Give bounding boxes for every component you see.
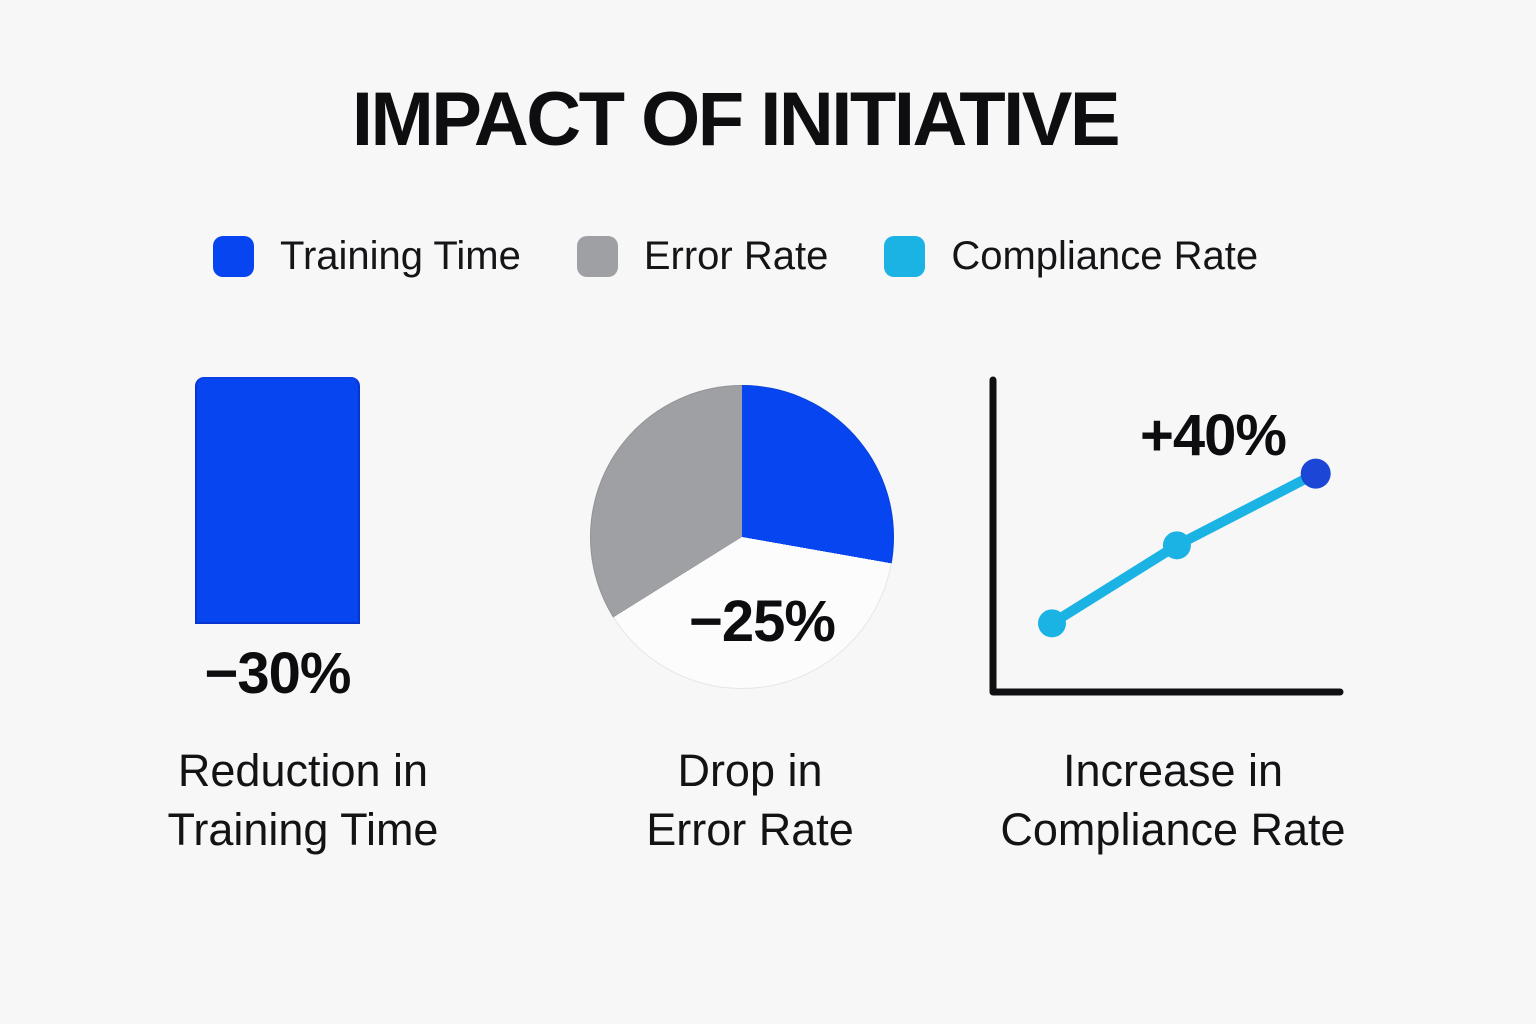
axes (989, 376, 1344, 696)
legend: Training Time Error Rate Compliance Rate (213, 234, 1258, 279)
line-caption-line1: Increase in (1062, 745, 1284, 796)
legend-label: Training Time (280, 234, 521, 278)
line-caption-line2: Compliance Rate (1000, 803, 1346, 855)
compliance-rate-swatch-icon (884, 236, 926, 277)
pie-caption-line1: Drop in (677, 745, 823, 796)
pie-caption: Drop in Error Rate (550, 742, 950, 859)
legend-item-error-rate: Error Rate (576, 234, 829, 279)
line-value-label: +40% (1140, 403, 1287, 468)
legend-label: Error Rate (643, 234, 829, 278)
legend-label: Compliance Rate (951, 234, 1259, 278)
bar-value-label: −30% (204, 641, 352, 706)
data-point (1162, 531, 1191, 560)
bar (195, 377, 360, 624)
pie-caption-line2: Error Rate (646, 803, 854, 855)
line-caption: Increase in Compliance Rate (953, 742, 1393, 859)
page-title: IMPACT OF INITIATIVE (351, 77, 1121, 162)
bar-caption-line2: Training Time (167, 803, 439, 855)
pie-value-label: −25% (689, 589, 836, 654)
bar-caption-line1: Reduction in (177, 745, 429, 796)
legend-item-compliance-rate: Compliance Rate (884, 234, 1258, 279)
error-rate-swatch-icon (576, 236, 618, 277)
pie (590, 385, 894, 689)
bar-caption: Reduction in Training Time (103, 742, 503, 859)
legend-item-training-time: Training Time (213, 234, 521, 279)
training-time-swatch-icon (213, 236, 254, 277)
line-chart-svg (989, 376, 1344, 696)
data-point (1037, 609, 1066, 638)
data-point (1300, 458, 1331, 489)
